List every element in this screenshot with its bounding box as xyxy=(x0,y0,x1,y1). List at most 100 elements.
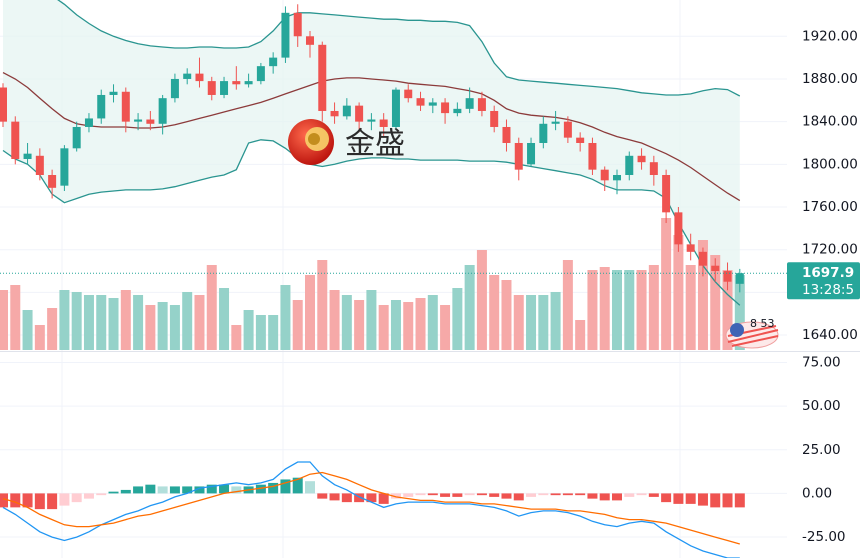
candle-body xyxy=(576,137,585,143)
candle-body xyxy=(416,98,425,106)
volume-bar xyxy=(10,285,21,350)
candle-body xyxy=(72,126,81,149)
volume-bar xyxy=(587,270,598,350)
candle-body xyxy=(551,121,560,124)
candle-body xyxy=(662,175,671,213)
volume-bar xyxy=(575,320,586,350)
macd-histogram-bar xyxy=(673,493,684,504)
macd-histogram-bar xyxy=(96,493,107,496)
candle-body xyxy=(48,175,57,188)
volume-bar xyxy=(599,267,610,350)
y-tick-label: 25.00 xyxy=(802,442,841,458)
volume-bar xyxy=(673,235,684,350)
macd-histogram-bar xyxy=(292,477,303,494)
volume-bar xyxy=(280,285,291,350)
macd-histogram-bar xyxy=(366,493,377,503)
candle-body xyxy=(342,105,351,117)
y-tick-label: 1640.00 xyxy=(802,327,858,343)
volume-bar xyxy=(710,255,721,350)
macd-histogram-bar xyxy=(268,482,279,494)
last-price-label: 1697.9 xyxy=(802,265,854,281)
candle-body xyxy=(232,81,241,85)
candle-body xyxy=(220,81,229,95)
macd-histogram-bar xyxy=(427,493,438,496)
candle-body xyxy=(490,110,499,127)
macd-histogram-bar xyxy=(341,493,352,503)
macd-histogram-bar xyxy=(231,486,242,494)
macd-histogram-bar xyxy=(354,493,365,503)
y-tick-label: 1800.00 xyxy=(802,156,858,172)
macd-histogram-bar xyxy=(206,484,217,494)
volume-bar xyxy=(661,218,672,350)
candle-body xyxy=(625,155,634,175)
y-tick-label: 50.00 xyxy=(802,398,841,414)
macd-histogram-bar xyxy=(538,493,549,496)
volume-bar xyxy=(96,295,107,350)
macd-histogram-bar xyxy=(452,493,463,497)
macd-histogram-bar xyxy=(378,493,389,504)
candle-body xyxy=(11,121,20,159)
macd-histogram-bar xyxy=(501,493,512,499)
candle-body xyxy=(600,169,609,181)
volume-bar xyxy=(133,295,144,350)
macd-histogram-bar xyxy=(587,493,598,499)
macd-histogram-bar xyxy=(280,479,291,494)
macd-histogram-bar xyxy=(145,484,156,494)
candle-body xyxy=(637,155,646,163)
volume-bar xyxy=(464,265,475,350)
volume-bar xyxy=(734,275,745,350)
volume-bar xyxy=(34,325,45,350)
volume-bar xyxy=(526,295,537,350)
macd-histogram-bar xyxy=(59,493,70,506)
volume-bar xyxy=(452,288,463,350)
volume-bar xyxy=(83,295,94,350)
macd-pane xyxy=(0,361,787,558)
volume-bar xyxy=(476,250,487,350)
macd-histogram-bar xyxy=(526,493,537,497)
volume-bar xyxy=(648,265,659,350)
volume-bar xyxy=(182,292,193,350)
volume-bar xyxy=(292,300,303,350)
candle-body xyxy=(97,94,106,119)
volume-bar xyxy=(219,288,230,350)
candle-body xyxy=(256,66,265,82)
candle-body xyxy=(563,121,572,138)
candle-body xyxy=(465,98,474,109)
macd-histogram-bar xyxy=(390,493,401,499)
macd-histogram-bar xyxy=(685,493,696,504)
volume-bar xyxy=(636,270,647,350)
volume-bar xyxy=(305,275,315,350)
candle-body xyxy=(207,81,216,95)
candle-body xyxy=(514,142,523,170)
y-tick-label: -25.00 xyxy=(802,529,846,545)
logo: 金盛 xyxy=(288,119,405,165)
volume-bar xyxy=(501,280,512,350)
volume-bar xyxy=(120,290,131,350)
flag-badge: 8 53 xyxy=(725,317,779,349)
macd-histogram-bar xyxy=(169,486,180,494)
price-axis: 1640.001680.001720.001760.001800.001840.… xyxy=(787,28,860,545)
candle-body xyxy=(293,12,302,37)
flag-text: 8 53 xyxy=(750,317,775,330)
volume-bar xyxy=(47,308,58,350)
candle-body xyxy=(330,110,339,117)
candle-body xyxy=(281,12,290,58)
y-tick-label: 0.00 xyxy=(802,485,832,501)
macd-histogram-bar xyxy=(194,486,205,494)
macd-histogram-bar xyxy=(612,493,622,501)
candle-body xyxy=(146,119,155,124)
last-price-box xyxy=(787,262,860,300)
volume-bar xyxy=(194,295,205,350)
macd-histogram-bar xyxy=(661,493,672,503)
volume-bar xyxy=(685,265,696,350)
volume-bar xyxy=(22,310,33,350)
candle-body xyxy=(698,251,707,266)
candle-body xyxy=(183,73,192,79)
band-upper xyxy=(57,0,741,97)
volume-bar xyxy=(366,290,377,350)
candle-body xyxy=(428,102,437,106)
volume-bar xyxy=(255,315,266,350)
candle-body xyxy=(453,108,462,114)
candle-body xyxy=(441,102,450,114)
macd-histogram-bar xyxy=(464,493,475,496)
